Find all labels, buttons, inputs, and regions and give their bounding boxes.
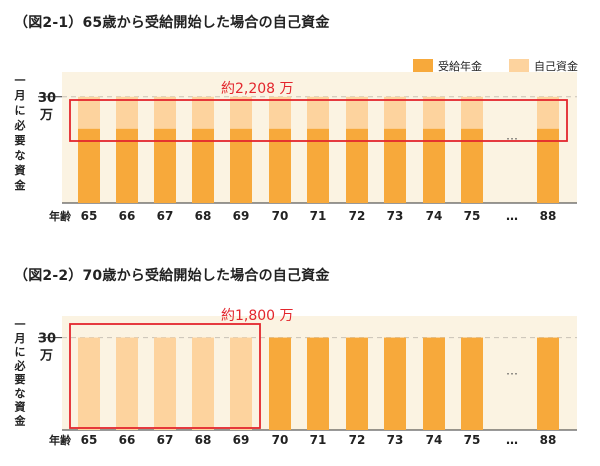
x-tick-label: 67	[157, 433, 174, 447]
bar-self	[116, 96, 138, 129]
y-axis-label-char: 一	[15, 318, 26, 331]
bar-self	[116, 337, 138, 430]
y-axis-label-char: 金	[14, 413, 27, 427]
bar-pension	[78, 128, 100, 203]
bar-self	[192, 96, 214, 129]
x-axis-title: 年齢	[49, 433, 72, 447]
x-tick-label: …	[506, 433, 518, 447]
legend-item-pension: 受給年金	[413, 58, 482, 74]
y-axis-label-char: 必	[14, 118, 26, 132]
bar-pension	[346, 337, 368, 430]
bar-self	[154, 337, 176, 430]
bar-self	[192, 337, 214, 430]
y-axis-label-char: 一	[15, 74, 26, 87]
chart-title-2: （図2-2）70歳から受給開始した場合の自己資金	[14, 268, 330, 284]
bar-self	[423, 96, 445, 129]
y-axis-label-char: に	[15, 104, 26, 117]
bar-pension	[461, 337, 483, 430]
bar-self	[230, 96, 252, 129]
highlight-annotation: 約2,208 万	[221, 81, 294, 97]
x-tick-label: 68	[195, 433, 212, 447]
ellipsis-mark: …	[506, 128, 518, 142]
bar-pension	[461, 128, 483, 203]
x-tick-label: 73	[387, 433, 404, 447]
x-tick-label: 72	[349, 433, 366, 447]
x-tick-label: 69	[233, 433, 250, 447]
bar-self	[346, 96, 368, 129]
x-tick-label: 72	[349, 209, 366, 223]
x-tick-label: 75	[464, 209, 481, 223]
bar-self	[230, 337, 252, 430]
bar-pension	[116, 128, 138, 203]
bar-self	[78, 96, 100, 129]
y-axis-label-char: 月	[14, 332, 26, 345]
bar-pension	[192, 128, 214, 203]
highlight-box	[69, 323, 261, 429]
y-axis-label-char: な	[15, 149, 26, 162]
bar-self	[537, 96, 559, 129]
y-tick-label: 30	[38, 91, 56, 106]
bar-pension	[537, 128, 559, 203]
bar-self	[384, 96, 406, 129]
ellipsis-mark: …	[506, 364, 518, 378]
y-axis-label-char: 資	[15, 163, 26, 177]
bar-self	[78, 337, 100, 430]
bar-self	[269, 96, 291, 129]
y-axis-label-char: 金	[14, 178, 27, 192]
y-axis-label-char: 月	[14, 89, 26, 102]
x-tick-label: 66	[119, 433, 136, 447]
y-axis-label-char: な	[15, 387, 26, 400]
x-tick-label: 65	[81, 209, 98, 223]
bar-pension	[307, 128, 329, 203]
bar-pension	[384, 337, 406, 430]
bar-pension	[423, 337, 445, 430]
bar-self	[154, 96, 176, 129]
legend-label-self: 自己資金	[534, 60, 578, 73]
x-tick-label: 74	[426, 433, 443, 447]
bar-pension	[423, 128, 445, 203]
bar-pension	[384, 128, 406, 203]
y-axis-label-char: 要	[15, 373, 26, 386]
highlight-box	[69, 99, 568, 142]
legend-label-pension: 受給年金	[438, 60, 482, 73]
x-tick-label: 67	[157, 209, 174, 223]
legend-swatch-self	[509, 59, 529, 73]
bar-self	[307, 96, 329, 129]
x-tick-label: 71	[310, 209, 327, 223]
y-unit-label: 万	[39, 108, 53, 123]
x-tick-label: 75	[464, 433, 481, 447]
x-tick-label: 71	[310, 433, 327, 447]
bar-pension	[307, 337, 329, 430]
x-axis-title: 年齢	[49, 209, 72, 223]
x-tick-label: 66	[119, 209, 136, 223]
x-tick-label: 70	[272, 209, 289, 223]
bar-self	[461, 96, 483, 129]
bar-pension	[230, 128, 252, 203]
bar-pension	[537, 337, 559, 430]
bar-pension	[346, 128, 368, 203]
y-axis-label-char: に	[15, 346, 26, 359]
x-tick-label: …	[506, 209, 518, 223]
bar-pension	[154, 128, 176, 203]
y-axis-label-char: 必	[14, 358, 26, 372]
x-tick-label: 74	[426, 209, 443, 223]
x-tick-label: 70	[272, 433, 289, 447]
x-tick-label: 88	[540, 433, 557, 447]
chart-title-1: （図2-1）65歳から受給開始した場合の自己資金	[14, 15, 330, 31]
highlight-annotation: 約1,800 万	[221, 308, 294, 324]
x-tick-label: 69	[233, 209, 250, 223]
y-axis-label-char: 要	[15, 134, 26, 147]
y-unit-label: 万	[39, 349, 53, 364]
bar-pension	[269, 128, 291, 203]
y-tick-label: 30	[38, 332, 56, 347]
legend-item-self: 自己資金	[509, 58, 578, 74]
x-tick-label: 88	[540, 209, 557, 223]
bar-pension	[269, 337, 291, 430]
legend-swatch-pension	[413, 59, 433, 73]
x-tick-label: 73	[387, 209, 404, 223]
x-tick-label: 68	[195, 209, 212, 223]
y-axis-label-char: 資	[15, 400, 26, 414]
x-tick-label: 65	[81, 433, 98, 447]
